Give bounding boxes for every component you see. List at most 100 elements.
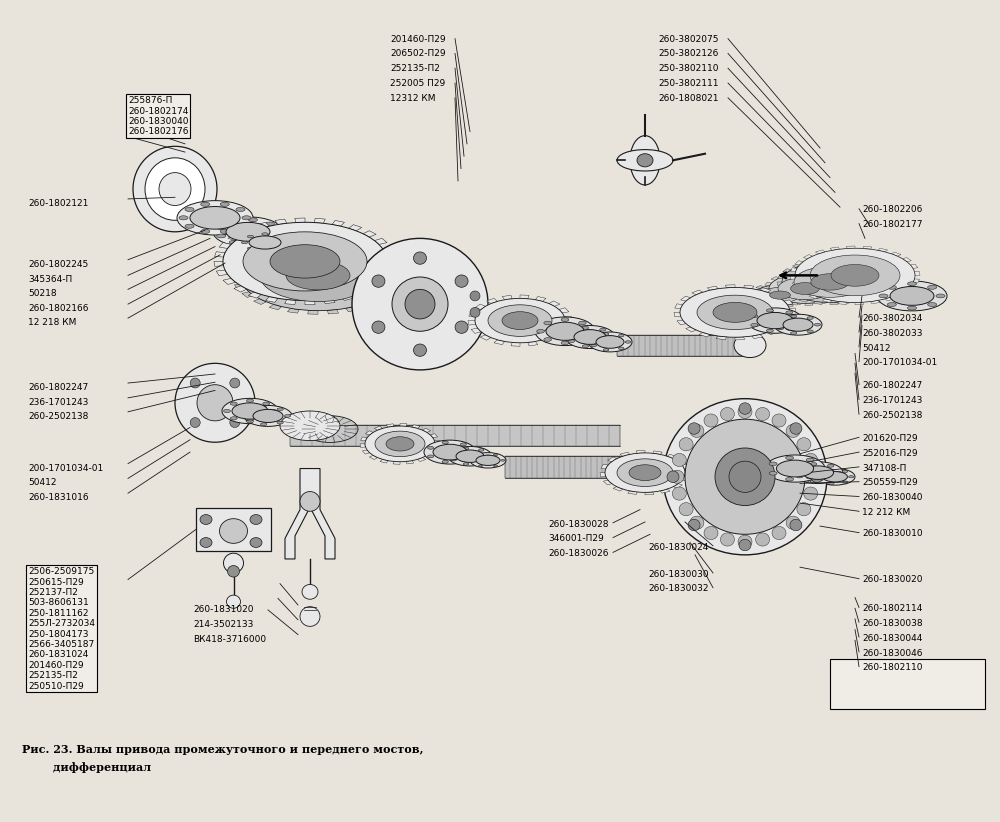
Polygon shape xyxy=(838,302,847,304)
Ellipse shape xyxy=(782,261,878,302)
Ellipse shape xyxy=(928,302,937,307)
Ellipse shape xyxy=(713,302,757,322)
Ellipse shape xyxy=(414,252,426,264)
Polygon shape xyxy=(370,247,382,252)
Ellipse shape xyxy=(777,327,784,330)
Ellipse shape xyxy=(220,519,248,543)
Ellipse shape xyxy=(236,224,245,229)
Polygon shape xyxy=(386,424,394,427)
Ellipse shape xyxy=(177,201,253,235)
Ellipse shape xyxy=(190,378,200,388)
Polygon shape xyxy=(430,434,438,438)
Ellipse shape xyxy=(810,463,817,465)
Ellipse shape xyxy=(582,326,589,330)
Ellipse shape xyxy=(672,454,686,467)
Ellipse shape xyxy=(790,423,802,434)
Ellipse shape xyxy=(769,462,777,465)
Ellipse shape xyxy=(352,238,488,370)
Ellipse shape xyxy=(455,321,468,334)
Polygon shape xyxy=(782,273,791,276)
Polygon shape xyxy=(608,457,617,462)
Ellipse shape xyxy=(791,283,819,294)
Polygon shape xyxy=(387,288,398,293)
Ellipse shape xyxy=(591,344,597,347)
Polygon shape xyxy=(907,286,915,290)
Text: 260-1808021: 260-1808021 xyxy=(658,94,718,103)
Text: 236-1701243: 236-1701243 xyxy=(862,396,922,405)
Ellipse shape xyxy=(765,455,825,482)
Ellipse shape xyxy=(588,332,632,352)
Ellipse shape xyxy=(277,408,283,411)
Ellipse shape xyxy=(537,330,544,333)
Ellipse shape xyxy=(793,462,843,483)
Polygon shape xyxy=(232,275,241,280)
Ellipse shape xyxy=(478,454,483,455)
Ellipse shape xyxy=(478,449,484,451)
Text: 252135-П2: 252135-П2 xyxy=(390,64,440,73)
Ellipse shape xyxy=(574,330,606,344)
Text: ВК418-3716000: ВК418-3716000 xyxy=(193,635,266,644)
Polygon shape xyxy=(765,282,772,285)
Ellipse shape xyxy=(690,516,704,529)
Polygon shape xyxy=(699,332,710,337)
Ellipse shape xyxy=(241,241,248,244)
Polygon shape xyxy=(600,473,606,477)
Ellipse shape xyxy=(879,294,888,298)
Ellipse shape xyxy=(663,399,827,555)
Text: 260-1830046: 260-1830046 xyxy=(862,649,922,658)
Polygon shape xyxy=(667,455,677,459)
Polygon shape xyxy=(878,248,888,252)
Ellipse shape xyxy=(240,240,396,311)
Polygon shape xyxy=(418,458,426,461)
Ellipse shape xyxy=(246,399,254,402)
Ellipse shape xyxy=(772,526,786,539)
Ellipse shape xyxy=(247,235,254,238)
Ellipse shape xyxy=(596,335,624,349)
Ellipse shape xyxy=(246,420,254,423)
Polygon shape xyxy=(716,336,726,339)
Polygon shape xyxy=(511,343,520,346)
Polygon shape xyxy=(852,261,861,266)
Polygon shape xyxy=(885,297,895,301)
Polygon shape xyxy=(786,304,793,307)
Ellipse shape xyxy=(243,232,367,291)
Text: 260-1802121: 260-1802121 xyxy=(28,199,88,208)
Ellipse shape xyxy=(200,538,212,547)
Ellipse shape xyxy=(734,333,766,358)
Polygon shape xyxy=(787,316,795,321)
Polygon shape xyxy=(318,237,328,240)
Ellipse shape xyxy=(739,539,751,551)
Polygon shape xyxy=(760,288,771,293)
Polygon shape xyxy=(744,285,754,289)
Polygon shape xyxy=(684,469,690,473)
Ellipse shape xyxy=(637,154,653,167)
Polygon shape xyxy=(275,219,287,224)
Polygon shape xyxy=(406,460,414,464)
Polygon shape xyxy=(241,228,254,233)
Ellipse shape xyxy=(777,320,784,322)
Ellipse shape xyxy=(806,458,814,462)
Text: 260-1802247: 260-1802247 xyxy=(862,381,922,390)
Ellipse shape xyxy=(230,417,237,420)
Polygon shape xyxy=(692,290,703,295)
Ellipse shape xyxy=(240,233,290,253)
Polygon shape xyxy=(362,302,375,307)
Polygon shape xyxy=(725,284,735,288)
Polygon shape xyxy=(767,330,778,335)
Ellipse shape xyxy=(372,275,385,287)
Polygon shape xyxy=(756,285,764,289)
Ellipse shape xyxy=(688,423,700,434)
Ellipse shape xyxy=(679,502,693,516)
Polygon shape xyxy=(502,295,512,300)
Polygon shape xyxy=(528,341,538,346)
Ellipse shape xyxy=(300,492,320,511)
Polygon shape xyxy=(822,299,832,302)
Text: 260-1830032: 260-1830032 xyxy=(648,584,708,593)
Ellipse shape xyxy=(217,234,226,238)
Ellipse shape xyxy=(263,417,270,420)
Ellipse shape xyxy=(250,538,262,547)
Polygon shape xyxy=(835,279,843,283)
Ellipse shape xyxy=(794,319,802,322)
Ellipse shape xyxy=(766,329,773,332)
Bar xyxy=(196,508,271,551)
